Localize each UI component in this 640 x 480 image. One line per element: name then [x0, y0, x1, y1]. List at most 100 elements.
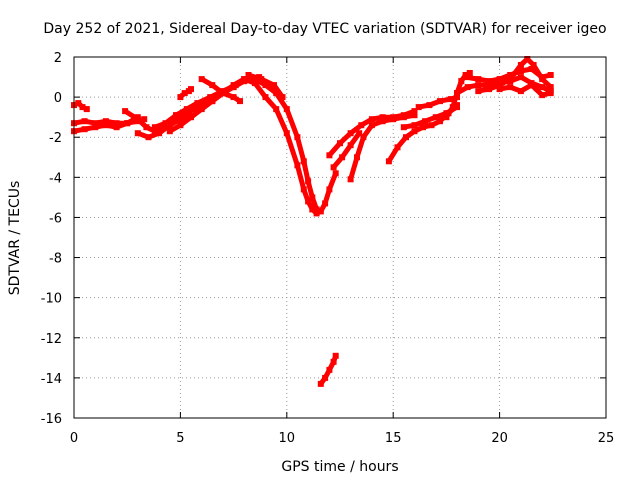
data-point: [162, 120, 169, 127]
data-point: [496, 82, 503, 89]
data-point: [81, 118, 88, 125]
series-outlier: [317, 352, 339, 387]
series-recover-3: [347, 112, 418, 183]
data-point: [486, 82, 492, 89]
y-tick-label: -10: [41, 292, 62, 307]
series-dip-1: [230, 76, 339, 217]
data-point: [486, 78, 492, 85]
data-point: [166, 122, 173, 129]
data-point: [309, 206, 316, 213]
data-point: [420, 124, 426, 131]
data-point: [83, 106, 90, 113]
data-point: [173, 112, 180, 119]
data-point: [547, 84, 554, 91]
data-point: [466, 70, 473, 76]
data-point: [122, 108, 129, 115]
data-point: [354, 154, 360, 161]
data-point: [524, 56, 531, 62]
data-point: [422, 118, 429, 125]
data-point: [517, 88, 524, 95]
data-point: [198, 106, 205, 113]
data-point: [475, 88, 482, 95]
data-point: [326, 186, 333, 193]
data-point: [547, 72, 554, 78]
data-point: [400, 124, 407, 131]
data-point: [530, 62, 537, 68]
data-point: [539, 92, 546, 99]
data-point: [539, 84, 546, 91]
data-point: [447, 96, 454, 103]
y-tick-label: -2: [49, 131, 62, 146]
grid: [74, 57, 606, 418]
data-point: [294, 134, 301, 141]
data-point: [124, 120, 131, 127]
data-point: [528, 82, 535, 89]
data-point: [113, 124, 120, 131]
data-point: [273, 106, 280, 113]
chart-title: Day 252 of 2021, Sidereal Day-to-day VTE…: [43, 21, 606, 37]
y-tick-label: -4: [49, 171, 62, 186]
y-axis-label: SDTVAR / TECUs: [7, 181, 23, 296]
x-tick-label: 25: [598, 431, 615, 446]
data-point: [143, 124, 150, 131]
y-tick-label: -8: [49, 252, 62, 267]
data-point: [462, 74, 469, 81]
data-point: [517, 68, 524, 74]
series-late-plateau-3: [475, 56, 554, 95]
data-point: [347, 130, 354, 137]
data-point: [258, 76, 265, 83]
data-point: [75, 100, 82, 107]
data-point: [134, 116, 141, 123]
data-point: [102, 118, 109, 125]
data-point: [415, 104, 422, 111]
series-bump-55: [177, 86, 194, 101]
data-point: [273, 90, 280, 97]
data-point: [198, 76, 205, 83]
x-tick-label: 5: [176, 431, 184, 446]
y-tick-label: -16: [41, 412, 62, 427]
data-point: [113, 120, 120, 127]
data-point: [507, 76, 514, 83]
data-point: [92, 124, 99, 131]
data-point: [322, 374, 329, 381]
data-point: [230, 84, 237, 91]
data-point: [454, 90, 460, 97]
y-tick-label: -6: [49, 211, 62, 226]
x-tick-label: 10: [279, 431, 296, 446]
data-point: [517, 74, 524, 81]
data-point: [181, 110, 188, 117]
data-point: [385, 158, 392, 165]
data-point: [207, 94, 214, 101]
data-point: [368, 116, 375, 123]
data-point: [379, 114, 386, 121]
data-point: [368, 122, 375, 129]
x-tick-label: 15: [385, 431, 402, 446]
data-point: [79, 104, 86, 111]
data-point: [183, 106, 190, 113]
data-point: [300, 186, 307, 193]
data-point: [241, 76, 248, 83]
data-point: [283, 130, 290, 137]
data-point: [262, 82, 269, 89]
data-point: [220, 90, 226, 97]
data-point: [209, 82, 216, 89]
data-point: [443, 114, 450, 121]
data-point: [177, 94, 184, 101]
series-trace: [246, 72, 285, 100]
data-point: [326, 152, 333, 159]
data-point: [188, 114, 194, 121]
data-point: [464, 84, 471, 91]
data-point: [330, 164, 337, 171]
data-point: [403, 134, 409, 141]
x-tick-label: 20: [491, 431, 508, 446]
data-point: [437, 118, 443, 125]
data-point: [428, 122, 435, 129]
data-point: [339, 154, 346, 161]
data-point: [379, 118, 386, 125]
data-point: [283, 106, 290, 113]
data-point: [411, 128, 418, 135]
data-point: [245, 72, 252, 78]
data-point: [539, 76, 546, 83]
data-point: [449, 104, 456, 111]
data-point: [262, 94, 269, 101]
